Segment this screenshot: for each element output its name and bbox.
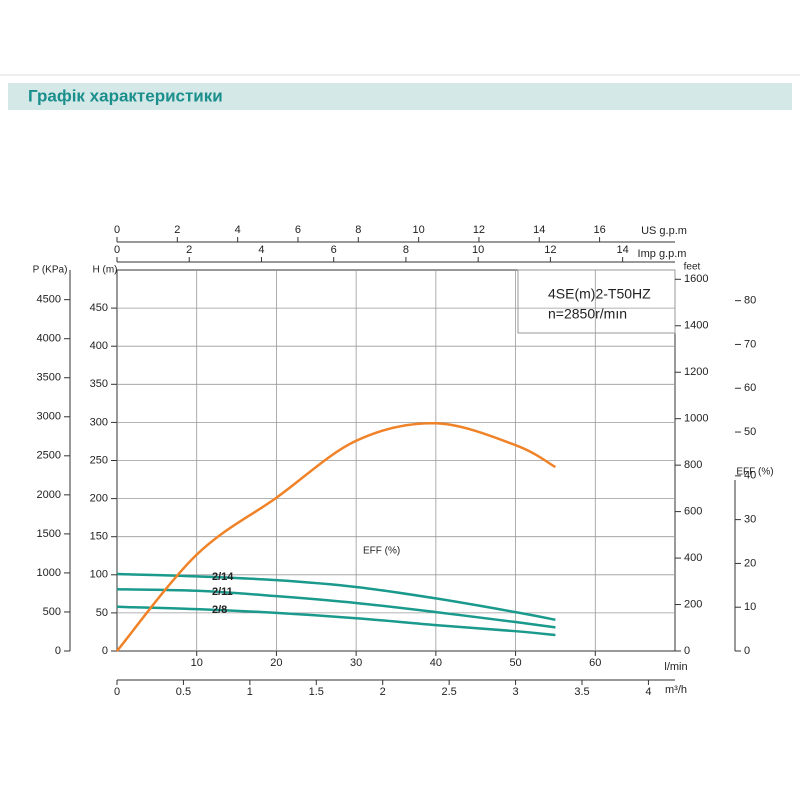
tick-label: 350 [90, 378, 108, 390]
axis-label: US g.p.m [641, 225, 687, 237]
legend-box [517, 269, 676, 334]
tick-label: 4 [235, 224, 241, 236]
tick-label: 4 [645, 686, 651, 698]
tick-label: 4 [258, 244, 264, 256]
tick-label: 3.5 [574, 686, 589, 698]
axis-label: l/min [664, 661, 687, 673]
tick-label: 10 [472, 244, 484, 256]
tick-label: 1.5 [309, 686, 324, 698]
tick-label: 2 [174, 224, 180, 236]
tick-label: 40 [430, 657, 442, 669]
tick-label: 50 [96, 607, 108, 619]
tick-label: 0 [114, 224, 120, 236]
axis-label: Imp g.p.m [638, 248, 687, 260]
tick-label: 200 [90, 493, 108, 505]
tick-label: 0 [114, 244, 120, 256]
axis-label: feet [684, 262, 701, 273]
tick-label: 60 [589, 657, 601, 669]
tick-label: 450 [90, 302, 108, 314]
tick-label: 60 [744, 382, 756, 394]
tick-label: 400 [90, 340, 108, 352]
tick-label: 1400 [684, 320, 708, 332]
tick-label: 0 [684, 645, 690, 657]
tick-label: 8 [403, 244, 409, 256]
tick-label: 100 [90, 569, 108, 581]
tick-label: 0 [114, 686, 120, 698]
tick-label: 1000 [684, 413, 708, 425]
tick-label: 200 [684, 598, 702, 610]
tick-label: 30 [744, 514, 756, 526]
tick-label: 2 [186, 244, 192, 256]
tick-label: 500 [43, 606, 61, 618]
axis-label: H (m) [93, 265, 118, 276]
tick-label: 3 [513, 686, 519, 698]
series-label: 2/8 [212, 604, 227, 616]
tick-label: 0.5 [176, 686, 191, 698]
tick-label: 1500 [37, 528, 61, 540]
series-line [116, 572, 556, 621]
tick-label: 2 [380, 686, 386, 698]
model-label: 4SE(m)2-T50HZ [548, 286, 651, 302]
tick-label: 10 [412, 224, 424, 236]
tick-label: 20 [270, 657, 282, 669]
tick-label: 300 [90, 416, 108, 428]
tick-label: 20 [744, 557, 756, 569]
tick-label: 800 [684, 459, 702, 471]
tick-label: 2000 [37, 489, 61, 501]
series-line [116, 422, 557, 652]
tick-label: 50 [509, 657, 521, 669]
series-label: EFF (%) [363, 546, 400, 557]
tick-label: 16 [593, 224, 605, 236]
tick-label: 50 [744, 426, 756, 438]
axis-label: P (KPa) [33, 265, 68, 276]
tick-label: 1000 [37, 567, 61, 579]
tick-label: 250 [90, 454, 108, 466]
tick-label: 600 [684, 506, 702, 518]
tick-label: 3500 [37, 372, 61, 384]
tick-label: 4500 [37, 294, 61, 306]
tick-label: 1200 [684, 366, 708, 378]
tick-label: 150 [90, 531, 108, 543]
tick-label: 30 [350, 657, 362, 669]
tick-label: 4000 [37, 333, 61, 345]
tick-label: 80 [744, 295, 756, 307]
header-band [8, 83, 792, 110]
tick-label: 400 [684, 552, 702, 564]
axis-label: m³/h [665, 684, 687, 696]
tick-label: 40 [744, 470, 756, 482]
tick-label: 70 [744, 338, 756, 350]
tick-label: 2500 [37, 450, 61, 462]
tick-label: 1 [247, 686, 253, 698]
tick-label: 12 [544, 244, 556, 256]
axis-label: EFF (%) [736, 467, 773, 478]
speed-label: n=2850r/mın [548, 306, 627, 322]
header-title: Графік характеристики [28, 86, 223, 105]
tick-label: 0 [102, 645, 108, 657]
tick-label: 2.5 [441, 686, 456, 698]
series-line [116, 605, 556, 637]
tick-label: 10 [191, 657, 203, 669]
tick-label: 0 [55, 645, 61, 657]
series-line [116, 588, 556, 629]
tick-label: 14 [617, 244, 629, 256]
tick-label: 6 [331, 244, 337, 256]
series-label: 2/11 [212, 586, 233, 598]
tick-label: 10 [744, 601, 756, 613]
tick-label: 0 [744, 645, 750, 657]
tick-label: 3000 [37, 411, 61, 423]
tick-label: 14 [533, 224, 545, 236]
tick-label: 12 [473, 224, 485, 236]
tick-label: 1600 [684, 273, 708, 285]
tick-label: 8 [355, 224, 361, 236]
series-label: 2/14 [212, 571, 234, 583]
tick-label: 6 [295, 224, 301, 236]
